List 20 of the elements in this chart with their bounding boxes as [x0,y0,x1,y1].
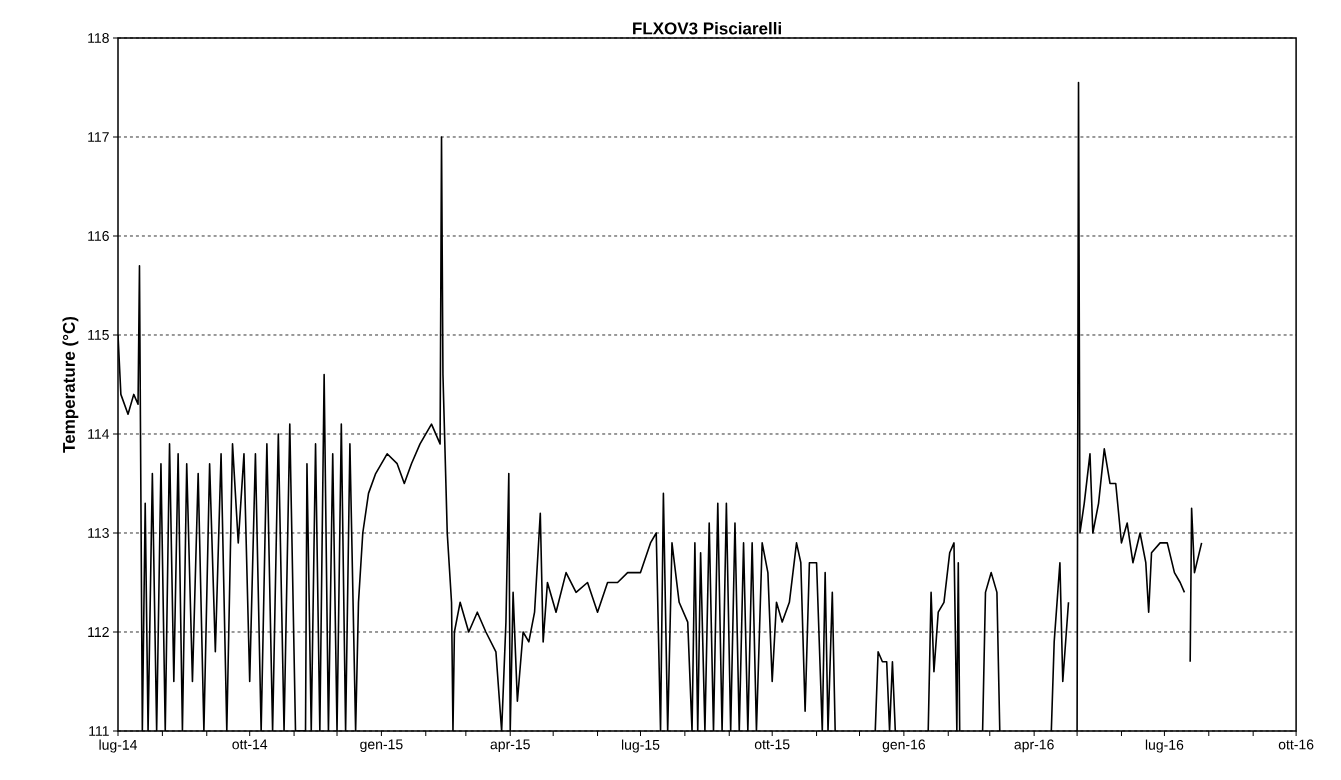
y-tick-label: 112 [88,627,109,637]
y-tick-label: 117 [88,132,109,142]
chart-title: FLXOV3 Pisciarelli [633,21,781,35]
x-tick-label: ott-15 [754,739,790,750]
y-tick-label: 115 [88,330,109,340]
x-tick-label: lug-15 [621,739,660,753]
x-tick-label: ott-16 [1278,739,1314,750]
y-tick-label: 114 [88,429,110,439]
x-tick-label: ott-14 [232,739,268,750]
y-tick-label: 118 [88,33,109,43]
y-tick-label: 116 [88,231,109,241]
x-tick-label: lug-14 [99,739,138,753]
x-tick-label: apr-15 [490,739,530,753]
x-tick-label: gen-16 [882,739,926,753]
y-tick-label: 113 [88,528,109,538]
x-tick-label: apr-16 [1014,739,1054,753]
y-axis-title: Temperature (°C) [62,316,79,453]
x-tick-label: lug-16 [1145,739,1184,753]
y-tick-label: 111 [89,726,109,736]
x-tick-label: gen-15 [360,739,403,753]
